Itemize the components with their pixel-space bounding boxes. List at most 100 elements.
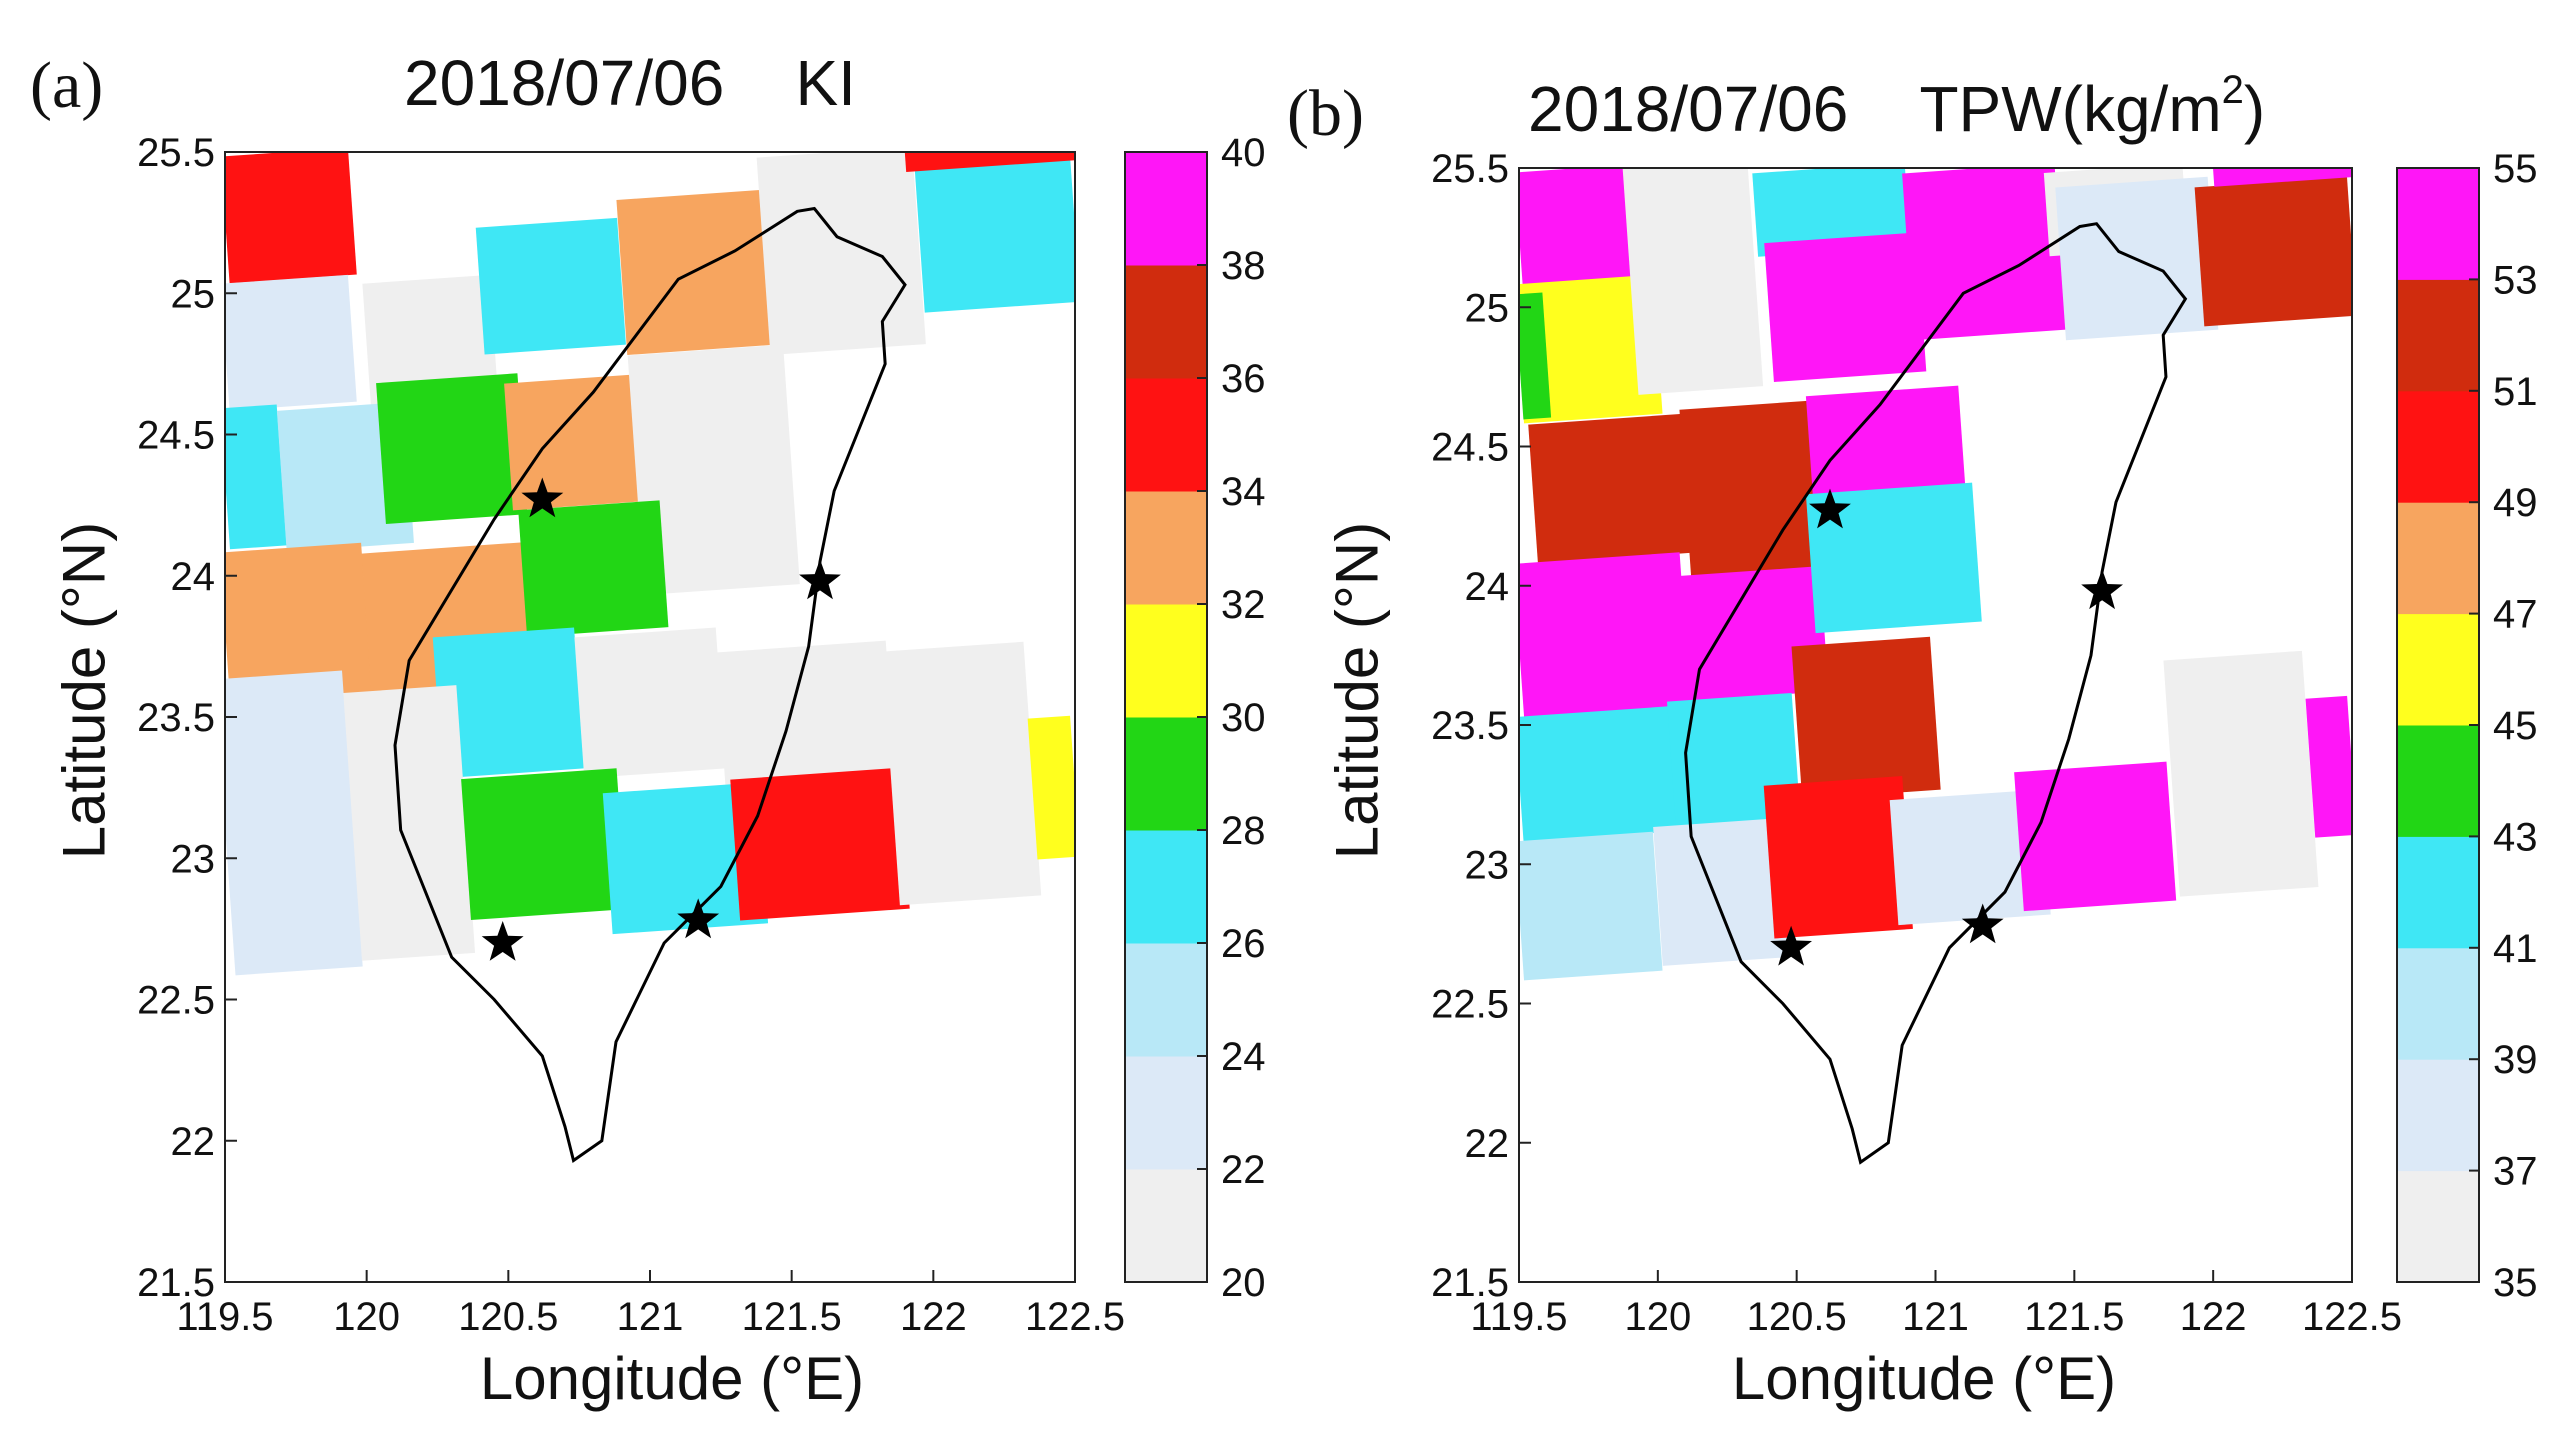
y-tick-label: 21.5 <box>1431 1261 1509 1305</box>
colorbar-tick-label: 22 <box>1221 1148 1266 1192</box>
colorbar-segment <box>1125 717 1207 831</box>
y-tick-label: 22.5 <box>137 979 215 1023</box>
station-star-marker <box>1961 903 2004 944</box>
y-tick-label: 25.5 <box>137 131 215 175</box>
grid-cell <box>2194 176 2352 327</box>
y-tick-label: 22 <box>171 1120 216 1164</box>
grid-cell <box>2305 695 2352 838</box>
grid-cell <box>225 670 363 976</box>
panel-a-ki-map: 119.5 120 120.5 121 121.5 122 122.5 21.5 22 22.5 2… <box>0 0 1276 1443</box>
x-tick-label: 121 <box>1902 1295 1969 1339</box>
panel-title: 2018/07/06 KI <box>404 46 856 120</box>
station-star-marker <box>521 477 564 518</box>
x-tick-label: 120.5 <box>1747 1295 1847 1339</box>
colorbar-segment <box>1125 152 1207 266</box>
colorbar-tick-label: 55 <box>2493 147 2538 191</box>
grid-cell <box>1902 168 2067 341</box>
grid-cell <box>627 344 800 596</box>
grid-cell <box>504 372 669 511</box>
grid-cell <box>730 767 910 921</box>
colorbar-tick-label: 47 <box>2493 593 2538 637</box>
data-cells <box>1519 168 2352 1165</box>
grid-cell <box>432 627 584 779</box>
colorbar-segment <box>1125 491 1207 605</box>
taiwan-coastline <box>1684 222 2188 1165</box>
colorbar-tick-label: 38 <box>1221 244 1266 288</box>
colorbar-segment <box>1125 604 1207 718</box>
colorbar-tick-label: 32 <box>1221 583 1266 627</box>
y-tick-label: 25 <box>1465 286 1510 330</box>
grid-cell <box>276 401 414 552</box>
colorbar-tick-label: 28 <box>1221 809 1266 853</box>
y-axis-label: Latitude (°N) <box>50 521 118 860</box>
grid-cell <box>1805 482 1982 634</box>
panel-label: (b) <box>1287 77 1364 150</box>
x-tick-label: 122.5 <box>1025 1295 1125 1339</box>
grid-cell <box>1653 818 1788 966</box>
colorbar-tick-label: 20 <box>1221 1261 1266 1305</box>
title-unit: (kg/m <box>2061 73 2222 145</box>
grid-cell <box>475 217 626 355</box>
x-tick-label: 120 <box>333 1295 400 1339</box>
grid-cell <box>1752 168 1911 257</box>
colorbar-tick-label: 30 <box>1221 696 1266 740</box>
grid-cell <box>225 274 357 411</box>
station-star-marker <box>1770 925 1812 966</box>
colorbar-tick-label: 40 <box>1221 131 1266 175</box>
x-tick-label: 121.5 <box>742 1295 842 1339</box>
title-unit-close: ) <box>2243 73 2266 145</box>
grid-cell <box>1519 274 1663 424</box>
colorbar-segment <box>2397 1170 2479 1283</box>
y-tick-label: 21.5 <box>137 1261 215 1305</box>
x-tick-label: 122 <box>2180 1295 2247 1339</box>
grid-cell <box>225 404 287 550</box>
grid-cell <box>1679 400 1831 591</box>
y-tick-label: 24.5 <box>137 414 215 458</box>
x-tick-label: 122.5 <box>2302 1295 2402 1339</box>
taiwan-coastline <box>393 206 907 1164</box>
grid-cell <box>1653 566 1829 703</box>
grid-cell <box>225 542 372 708</box>
colorbar-segment <box>1125 943 1207 1057</box>
y-tick-label: 23 <box>1465 843 1510 887</box>
colorbar-segment <box>2397 1059 2479 1172</box>
colorbar-tick-label: 37 <box>2493 1150 2538 1194</box>
grid-cell <box>1763 776 1913 939</box>
tpw-map-plot: 119.5 120 120.5 121 121.5 122 122.5 21.5 22 22.5 2… <box>1431 147 2538 1339</box>
y-tick-label: 22.5 <box>1431 983 1509 1027</box>
colorbar-tick-label: 43 <box>2493 815 2538 859</box>
colorbar-tick-label: 24 <box>1221 1035 1266 1079</box>
colorbar-segment <box>2397 390 2479 503</box>
y-tick-label: 22 <box>1465 1122 1510 1166</box>
colorbar-tick-label: 39 <box>2493 1038 2538 1082</box>
grid-cell <box>1519 831 1663 981</box>
grid-cell <box>602 782 769 935</box>
grid-cell <box>913 152 1075 313</box>
panel-b-tpw-map: 119.5 120 120.5 121 121.5 122 122.5 21.5 22 22.5 2… <box>1277 0 2553 1443</box>
grid-cell <box>518 500 669 638</box>
grid-cell <box>574 627 726 779</box>
grid-cell <box>616 189 783 355</box>
colorbar-segment <box>1125 378 1207 492</box>
grid-cell <box>756 152 926 355</box>
x-tick-label: 122 <box>900 1295 967 1339</box>
colorbar-tick-label: 45 <box>2493 704 2538 748</box>
grid-cell <box>376 373 528 525</box>
station-star-marker <box>2081 569 2123 610</box>
colorbar-segment <box>2397 279 2479 392</box>
colorbar-tick-label: 41 <box>2493 927 2538 971</box>
colorbar-tick-label: 35 <box>2493 1261 2538 1305</box>
grid-cell <box>904 152 1075 173</box>
colorbar-tick-label: 26 <box>1221 922 1266 966</box>
grid-cell <box>362 274 499 411</box>
grid-cell <box>882 641 1042 906</box>
y-tick-label: 25 <box>171 272 216 316</box>
colorbar-tick-label: 49 <box>2493 481 2538 525</box>
colorbar-segment <box>2397 168 2479 280</box>
colorbar-segment <box>2397 836 2479 949</box>
y-tick-label: 23.5 <box>1431 704 1509 748</box>
y-axis-label: Latitude (°N) <box>1323 521 1391 860</box>
colorbar-segment <box>2397 613 2479 726</box>
data-cells <box>225 152 1075 1164</box>
title-unit-exponent: 2 <box>2221 67 2244 112</box>
